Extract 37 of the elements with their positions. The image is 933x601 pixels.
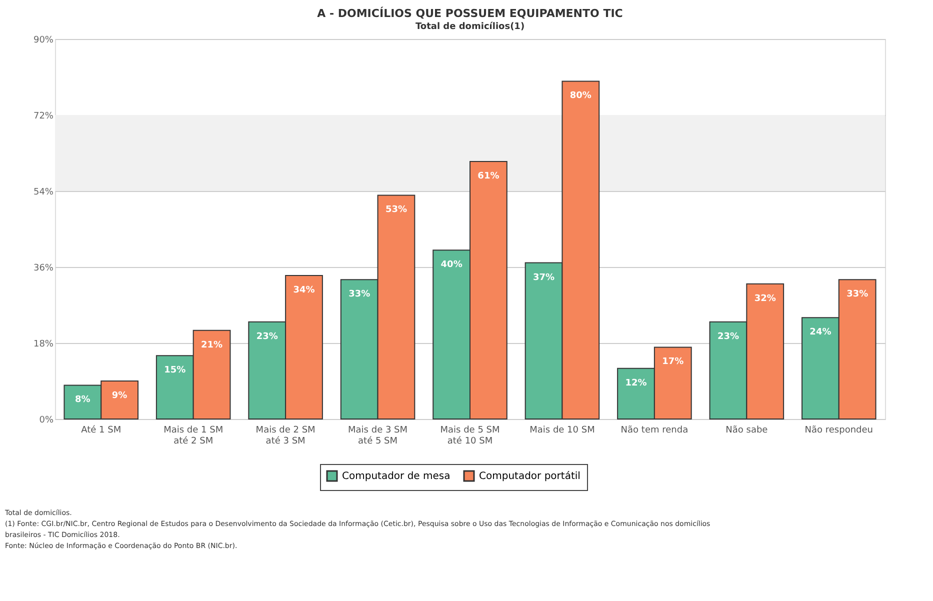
x-tick-label: Mais de 3 SM até 5 SM: [348, 426, 408, 446]
data-label: 37%: [533, 272, 555, 283]
data-label: 21%: [201, 340, 223, 350]
chart-title: A - DOMICÍLIOS QUE POSSUEM EQUIPAMENTO TIC: [317, 6, 623, 20]
x-tick-label: Mais de 5 SM até 10 SM: [440, 426, 500, 446]
legend-label: Computador de mesa: [342, 471, 450, 482]
data-label: 34%: [293, 285, 315, 296]
data-label: 61%: [478, 171, 500, 182]
data-label: 33%: [348, 290, 370, 300]
data-label: 32%: [754, 294, 776, 304]
x-tick-label: Mais de 10 SM: [530, 426, 595, 436]
data-label: 24%: [810, 328, 832, 338]
data-label: 12%: [625, 378, 647, 388]
x-tick-label: Mais de 1 SM até 2 SM: [164, 426, 224, 446]
y-tick-label: 0%: [39, 416, 54, 426]
data-label: 23%: [717, 332, 739, 342]
x-tick-label: Não sabe: [726, 426, 768, 436]
y-tick-label: 36%: [33, 264, 54, 274]
x-tick-label: Mais de 2 SM até 3 SM: [256, 426, 316, 446]
chart-subtitle: Total de domicílios(1): [415, 21, 525, 32]
data-label: 8%: [75, 395, 90, 406]
y-tick-label: 72%: [33, 112, 54, 122]
data-label: 53%: [385, 205, 407, 216]
data-label: 23%: [256, 332, 278, 342]
x-tick-label: Não respondeu: [804, 426, 874, 436]
x-tick-label: Não tem renda: [620, 426, 688, 436]
y-tick-label: 18%: [33, 340, 54, 350]
data-label: 15%: [164, 366, 186, 376]
y-tick-label: 90%: [33, 36, 54, 46]
y-tick-label: 54%: [33, 188, 54, 198]
legend-label: Computador portátil: [479, 471, 580, 482]
data-label: 17%: [662, 357, 684, 368]
data-label: 80%: [570, 91, 592, 102]
x-tick-label: Até 1 SM: [81, 424, 122, 436]
data-label: 40%: [440, 260, 462, 270]
data-label: 33%: [846, 290, 868, 300]
data-label: 9%: [112, 391, 128, 401]
